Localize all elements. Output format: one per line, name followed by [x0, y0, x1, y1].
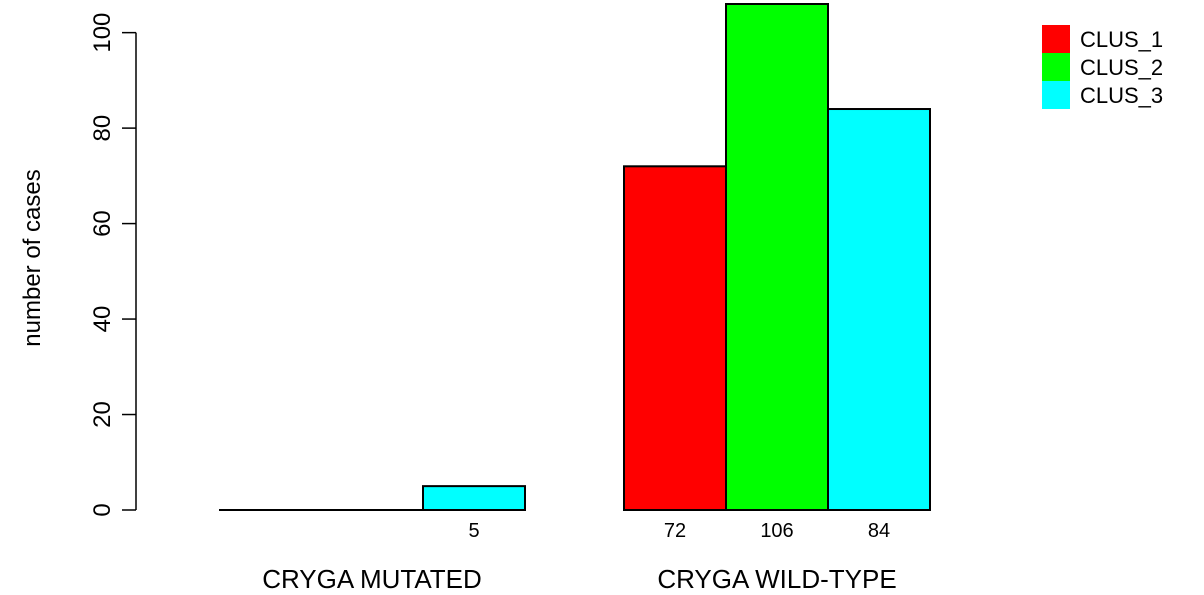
bar [623, 165, 727, 511]
category-label: CRYGA MUTATED [262, 564, 482, 594]
legend-label: CLUS_3 [1080, 83, 1163, 108]
y-tick-label: 80 [89, 115, 116, 142]
bar [725, 3, 829, 511]
legend-label: CLUS_1 [1080, 27, 1163, 52]
legend-label: CLUS_2 [1080, 55, 1163, 80]
y-axis-label: number of cases [19, 169, 46, 346]
bar-value-label: 5 [468, 520, 479, 542]
legend: CLUS_1 CLUS_2 CLUS_3 [1042, 25, 1163, 109]
category-label: CRYGA WILD-TYPE [657, 564, 896, 594]
bar-value-label: 106 [760, 520, 793, 542]
y-tick-label: 0 [89, 503, 116, 516]
y-tick-label: 100 [89, 13, 116, 53]
y-tick-label: 40 [89, 306, 116, 333]
bar-value-label: 84 [868, 520, 890, 542]
bar-value-label: 72 [664, 520, 686, 542]
bar [827, 108, 931, 512]
legend-swatch [1042, 81, 1070, 109]
legend-swatch [1042, 25, 1070, 53]
bars [219, 3, 931, 512]
y-tick-label: 20 [89, 401, 116, 428]
legend-swatch [1042, 53, 1070, 81]
y-tick-label: 60 [89, 210, 116, 237]
bar-value-labels: 5 72 106 84 [468, 520, 890, 542]
category-labels: CRYGA MUTATED CRYGA WILD-TYPE [262, 564, 896, 594]
bar [422, 485, 526, 512]
y-axis: 0 20 40 60 80 100 [89, 13, 137, 517]
